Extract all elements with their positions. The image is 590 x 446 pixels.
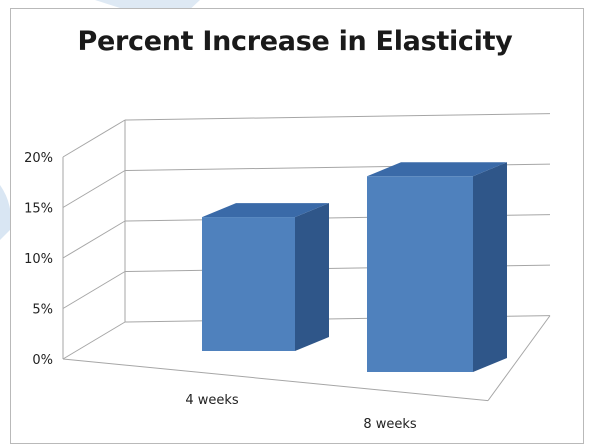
y-tick-label: 15% [24, 202, 53, 217]
gridline-side [62, 271, 126, 309]
x-tick-label: 4 weeks [185, 393, 239, 408]
gridline-side [62, 321, 126, 360]
y-tick-label: 20% [24, 151, 53, 166]
gridline-side [62, 119, 126, 158]
x-tick-label: 8 weeks [363, 417, 417, 432]
bar-side-face [295, 203, 329, 351]
bar-top-face [202, 203, 329, 218]
gridline-back [124, 113, 551, 121]
y-tick-label: 0% [32, 353, 53, 368]
bar-2 [367, 162, 507, 372]
gridline-side [62, 170, 126, 208]
y-tick-label: 5% [32, 303, 53, 318]
bar-top-face [367, 162, 507, 177]
bar-1 [202, 203, 329, 351]
y-tick-label: 10% [24, 252, 53, 267]
chart-title: Percent Increase in Elasticity [77, 26, 513, 57]
gridline-side [62, 220, 126, 259]
bar-front-face [202, 217, 295, 351]
floor-right-edge [487, 315, 551, 401]
bar-side-face [473, 162, 507, 372]
floor-front-edge [62, 358, 489, 402]
bar-front-face [367, 176, 473, 372]
